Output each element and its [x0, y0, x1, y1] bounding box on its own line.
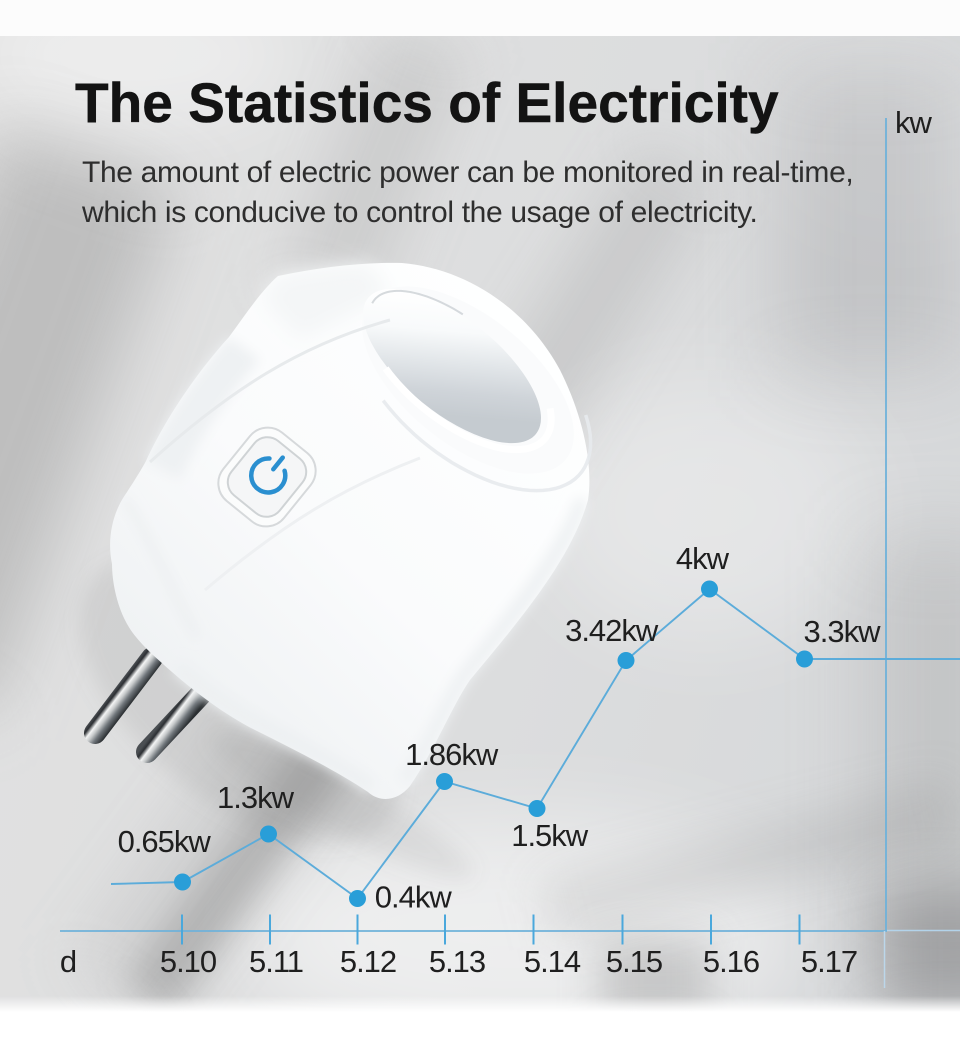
svg-text:5.14: 5.14 — [524, 944, 581, 979]
svg-text:1.86kw: 1.86kw — [405, 737, 499, 772]
svg-text:3.42kw: 3.42kw — [565, 613, 659, 648]
svg-text:0.4kw: 0.4kw — [375, 880, 453, 915]
svg-text:1.5kw: 1.5kw — [511, 818, 589, 853]
svg-text:5.10: 5.10 — [160, 944, 217, 979]
svg-text:3.3kw: 3.3kw — [804, 614, 882, 649]
svg-text:5.11: 5.11 — [249, 944, 303, 979]
svg-text:0.65kw: 0.65kw — [118, 824, 212, 859]
svg-text:5.15: 5.15 — [606, 944, 662, 979]
svg-text:4kw: 4kw — [676, 541, 730, 576]
svg-text:5.17: 5.17 — [801, 944, 857, 979]
svg-text:d: d — [60, 944, 76, 979]
svg-text:kw: kw — [895, 105, 933, 140]
svg-text:5.13: 5.13 — [429, 944, 485, 979]
svg-text:5.16: 5.16 — [703, 944, 759, 979]
svg-text:5.12: 5.12 — [340, 944, 396, 979]
svg-text:1.3kw: 1.3kw — [217, 780, 295, 815]
